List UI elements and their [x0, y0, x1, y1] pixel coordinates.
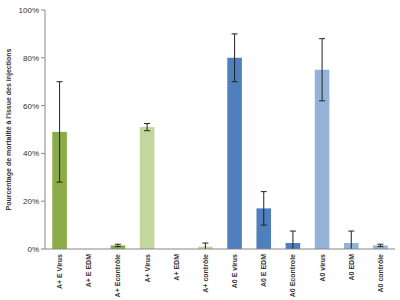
- error-bar: [144, 124, 150, 131]
- error-bar: [261, 192, 267, 225]
- x-tick-label: A0 E virus: [231, 254, 238, 288]
- x-axis: [45, 249, 395, 250]
- error-stem: [263, 192, 264, 225]
- x-tick-label: A+ E Virus: [56, 254, 63, 289]
- error-cap: [232, 81, 238, 82]
- error-bar: [57, 82, 63, 182]
- bars: [52, 34, 387, 249]
- error-stem: [292, 231, 293, 249]
- error-stem: [351, 231, 352, 249]
- x-tick-label: A0 E EDM: [260, 254, 267, 287]
- error-cap: [115, 244, 121, 245]
- error-cap: [261, 191, 267, 192]
- error-cap: [377, 246, 383, 247]
- error-stem: [322, 39, 323, 101]
- error-bar: [348, 231, 354, 249]
- x-tick-label: A0 contrôle: [377, 254, 384, 293]
- error-cap: [202, 243, 208, 244]
- error-cap: [57, 182, 63, 183]
- y-tick: [41, 201, 45, 202]
- x-tick-label: A+ contrôle: [202, 254, 209, 293]
- y-axis-title: Pourcentage de mortalité à l'issue des i…: [5, 48, 13, 210]
- x-tick-label: A+ EDM: [173, 254, 180, 281]
- x-tick-label: A0 EDM: [348, 254, 355, 281]
- error-stem: [205, 243, 206, 249]
- error-cap: [144, 130, 150, 131]
- chart: 0% 20% 40% 60% 80% 100% Pourcentage de mortali…: [0, 0, 400, 300]
- y-tick: [41, 10, 45, 11]
- error-bar: [319, 39, 325, 101]
- x-tick-label: A0 virus: [319, 254, 326, 282]
- error-stem: [147, 124, 148, 131]
- error-cap: [319, 100, 325, 101]
- y-tick: [41, 105, 45, 106]
- y-tick-label: 60%: [23, 102, 39, 111]
- bar: [227, 58, 242, 249]
- y-axis: [45, 10, 46, 249]
- y-tick-label: 20%: [23, 197, 39, 206]
- bar: [140, 127, 155, 249]
- y-tick-label: 0%: [27, 245, 39, 254]
- error-stem: [234, 34, 235, 82]
- y-tick: [41, 153, 45, 154]
- error-cap: [144, 123, 150, 124]
- y-tick: [41, 249, 45, 250]
- error-cap: [232, 33, 238, 34]
- y-tick-label: 100%: [19, 6, 39, 15]
- y-tick-label: 80%: [23, 54, 39, 63]
- error-bar: [232, 34, 238, 82]
- x-tick-label: A+ Econtrôle: [114, 254, 121, 297]
- x-tick-label: A+ E EDM: [85, 254, 92, 287]
- error-bar: [377, 244, 383, 246]
- error-bar: [290, 231, 296, 249]
- error-bar: [115, 244, 121, 246]
- error-stem: [59, 82, 60, 182]
- error-cap: [348, 231, 354, 232]
- error-cap: [290, 231, 296, 232]
- error-cap: [115, 246, 121, 247]
- error-cap: [377, 244, 383, 245]
- y-tick: [41, 57, 45, 58]
- error-cap: [261, 225, 267, 226]
- x-tick-label: A+ Virus: [144, 254, 151, 283]
- x-tick-label: A0 Econtrole: [289, 254, 296, 297]
- error-cap: [57, 81, 63, 82]
- error-cap: [319, 38, 325, 39]
- error-bar: [202, 243, 208, 249]
- y-tick-label: 40%: [23, 149, 39, 158]
